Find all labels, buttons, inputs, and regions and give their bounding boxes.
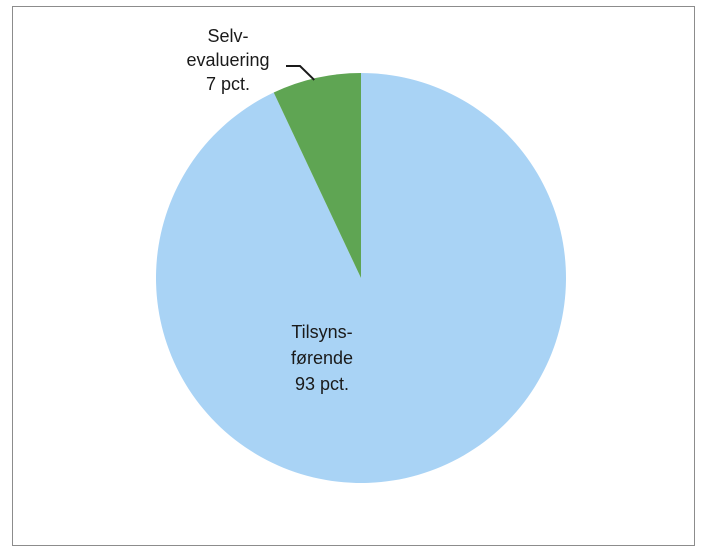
pie-slice-selvevaluering <box>273 73 361 278</box>
data-label-selvevaluering: Selv-evaluering 7 pct. <box>186 26 269 94</box>
data-label-tilsynsforende: Tilsyns-førende 93 pct. <box>291 322 353 394</box>
leader-line-selvevaluering <box>286 65 315 81</box>
